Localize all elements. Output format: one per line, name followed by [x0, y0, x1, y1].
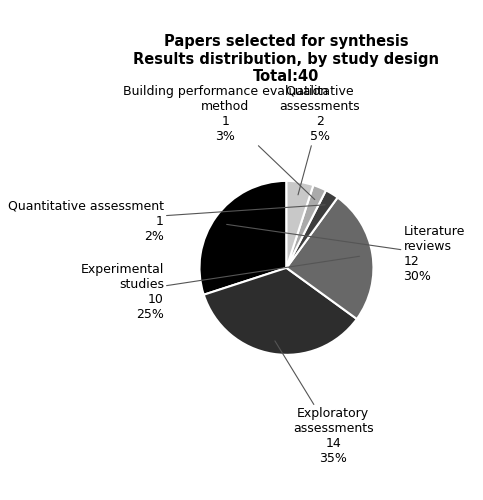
Wedge shape	[204, 268, 357, 355]
Text: Experimental
studies
10
25%: Experimental studies 10 25%	[81, 256, 359, 322]
Title: Papers selected for synthesis
Results distribution, by study design
Total:40: Papers selected for synthesis Results di…	[133, 34, 440, 84]
Wedge shape	[286, 185, 326, 268]
Wedge shape	[286, 198, 373, 319]
Wedge shape	[286, 181, 313, 268]
Text: Exploratory
assessments
14
35%: Exploratory assessments 14 35%	[275, 341, 374, 466]
Wedge shape	[286, 190, 338, 268]
Text: Building performance evaluation
method
1
3%: Building performance evaluation method 1…	[123, 85, 327, 200]
Text: Quantitative assessment
1
2%: Quantitative assessment 1 2%	[8, 200, 325, 242]
Wedge shape	[199, 181, 286, 294]
Text: Literature
reviews
12
30%: Literature reviews 12 30%	[227, 224, 465, 284]
Text: Qualitative
assessments
2
5%: Qualitative assessments 2 5%	[280, 85, 360, 195]
